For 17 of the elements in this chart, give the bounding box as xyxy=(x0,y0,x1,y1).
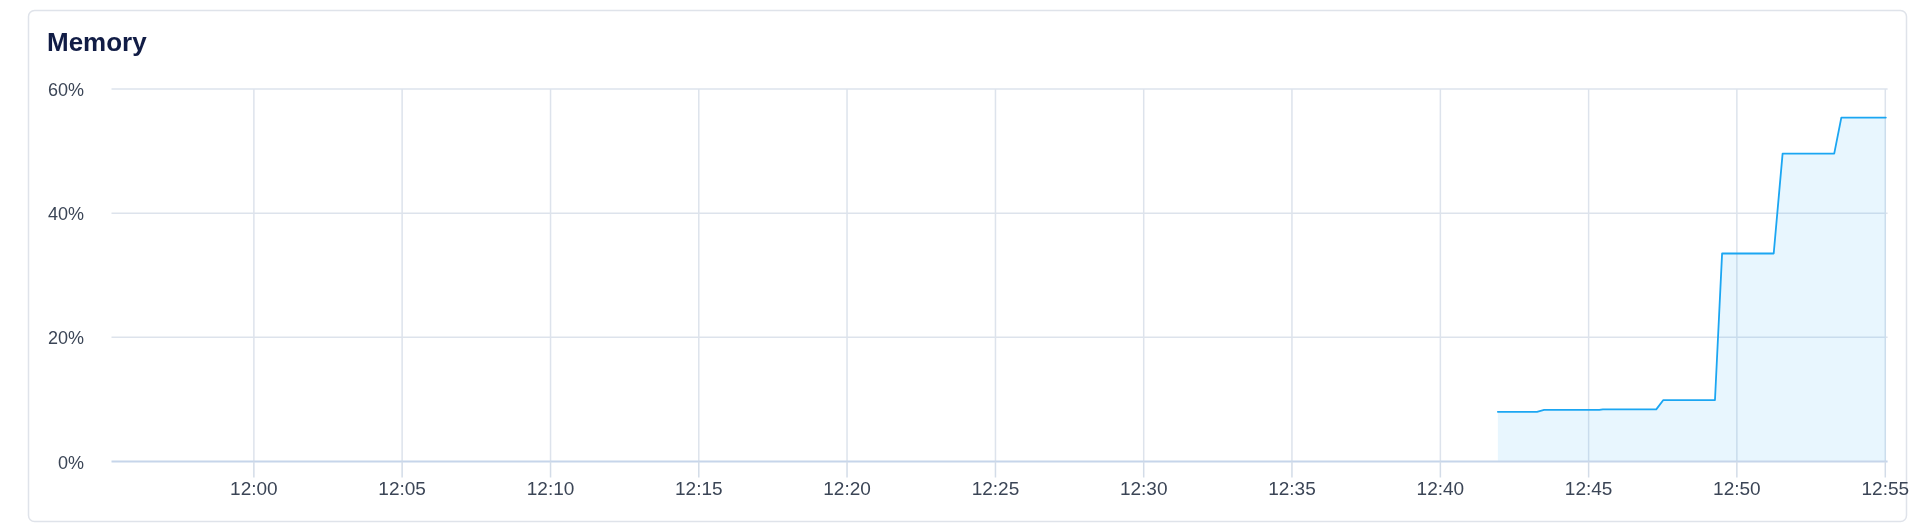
x-tick-label: 12:35 xyxy=(1268,478,1316,499)
x-tick-label: 12:10 xyxy=(526,478,575,499)
x-tick-label: 12:15 xyxy=(675,478,723,499)
x-tick-label: 12:55 xyxy=(1861,478,1910,499)
x-tick-label: 12:30 xyxy=(1119,478,1168,499)
x-tick-label: 12:00 xyxy=(230,478,278,499)
y-tick-label: 0% xyxy=(57,452,84,473)
x-tick-label: 12:45 xyxy=(1564,478,1613,499)
y-tick-label: 60% xyxy=(47,80,84,100)
y-tick-label: 20% xyxy=(47,328,84,349)
x-tick-label: 12:50 xyxy=(1713,478,1761,499)
x-tick-label: 12:25 xyxy=(971,478,1020,499)
y-tick-label: 40% xyxy=(47,204,84,225)
x-tick-label: 12:20 xyxy=(823,478,871,499)
x-tick-label: 12:40 xyxy=(1416,478,1465,499)
x-tick-label: 12:05 xyxy=(378,478,426,499)
chart-title: Memory xyxy=(47,26,148,57)
